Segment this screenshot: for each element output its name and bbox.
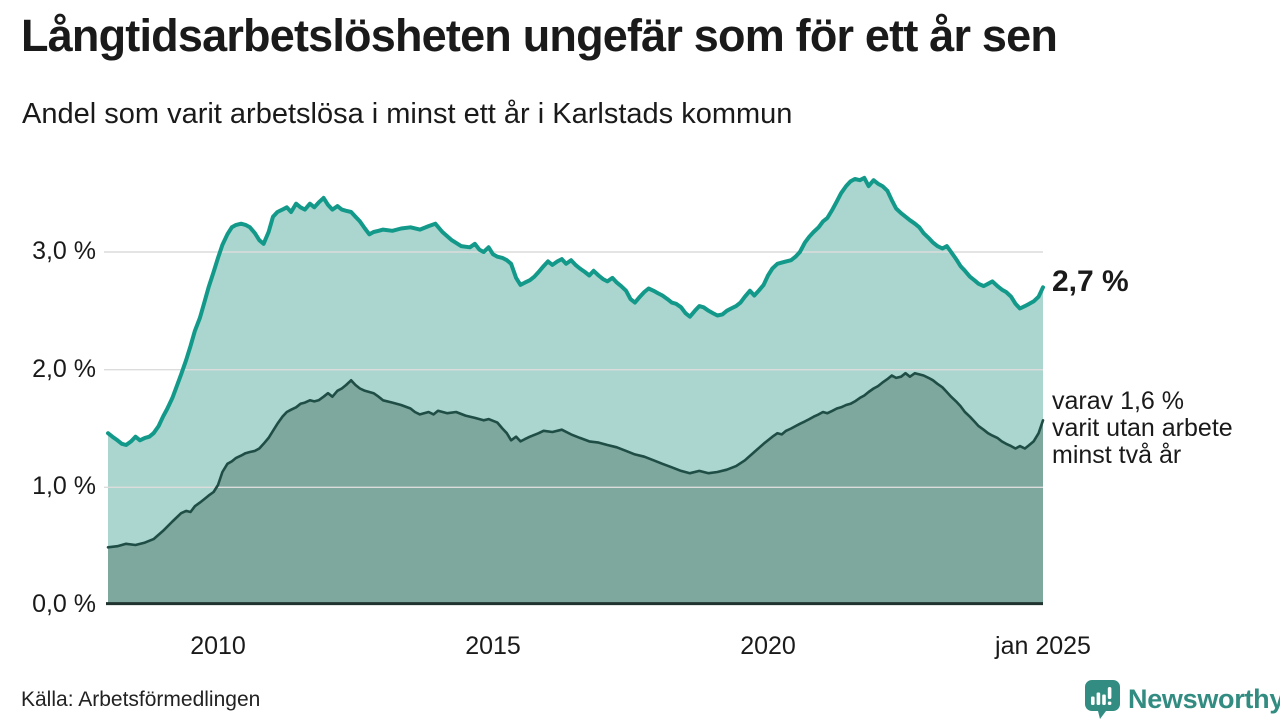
newsworthy-logo-icon	[1084, 679, 1121, 719]
chart-subtitle: Andel som varit arbetslösa i minst ett å…	[22, 98, 793, 130]
y-axis-tick-2: 2,0 %	[32, 354, 96, 383]
annotation-line-3: minst två år	[1052, 441, 1182, 469]
y-axis-tick-0: 0,0 %	[32, 590, 96, 618]
x-axis-tick-2020: 2020	[740, 632, 796, 660]
x-axis-tick-2010: 2010	[190, 632, 246, 660]
page-title: Långtidsarbetslösheten ungefär som för e…	[21, 10, 1058, 61]
x-axis-tick-jan-2025: jan 2025	[995, 632, 1091, 660]
newsworthy-logo: Newsworthy	[1084, 679, 1280, 719]
annotation-line-2: varit utan arbete	[1052, 414, 1233, 442]
latest-value-annotation: 2,7 %	[1052, 265, 1129, 298]
newsworthy-logo-text: Newsworthy	[1128, 683, 1280, 714]
y-axis-tick-3: 3,0 %	[32, 236, 96, 265]
y-axis-tick-1: 1,0 %	[32, 472, 96, 501]
source-credit: Källa: Arbetsförmedlingen	[21, 688, 261, 711]
x-axis-tick-2015: 2015	[465, 632, 521, 660]
annotation-line-1: varav 1,6 %	[1052, 387, 1185, 415]
two-year-share-annotation: varav 1,6 % varit utan arbete minst två …	[1052, 388, 1233, 469]
